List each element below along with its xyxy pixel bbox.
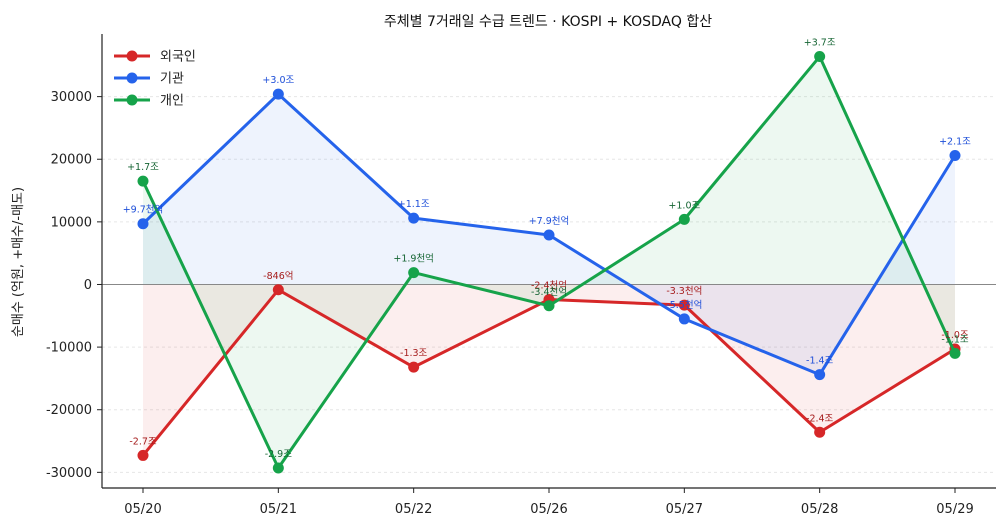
x-tick-label: 05/20	[124, 502, 161, 517]
data-point	[408, 361, 420, 373]
data-label: +9.7천억	[123, 204, 164, 216]
data-point	[137, 218, 149, 230]
x-tick-label: 05/26	[530, 502, 567, 517]
data-label: +2.1조	[939, 136, 971, 147]
data-point	[949, 347, 961, 359]
data-label: +1.1조	[398, 199, 430, 210]
data-label: -2.9조	[265, 449, 293, 460]
data-point	[678, 213, 690, 225]
data-label: -2.4조	[806, 413, 834, 424]
data-label: -5.5천억	[666, 299, 702, 311]
area-layer	[143, 56, 955, 468]
series-area	[143, 56, 955, 468]
x-tick-label: 05/21	[260, 502, 297, 517]
legend-label: 개인	[160, 94, 184, 109]
data-label: -1.4조	[806, 356, 834, 367]
data-point	[678, 299, 690, 311]
data-point	[814, 369, 826, 381]
data-label: -3.4천억	[531, 286, 567, 298]
series-area	[143, 94, 955, 375]
data-point	[272, 284, 284, 296]
data-point	[543, 229, 555, 241]
data-point	[408, 267, 420, 279]
data-point	[137, 175, 149, 187]
y-tick-label: -30000	[46, 466, 92, 481]
data-point	[272, 462, 284, 474]
data-label: -2.4천억	[531, 280, 567, 292]
data-label: -2.7조	[129, 436, 157, 447]
data-label: +7.9천억	[529, 215, 570, 227]
x-tick-label: 05/27	[666, 502, 703, 517]
data-label: -3.3천억	[666, 285, 702, 297]
data-point	[814, 51, 826, 63]
data-point	[137, 449, 149, 461]
data-point	[272, 88, 284, 100]
data-label: -846억	[263, 270, 293, 282]
data-label: +1.9천억	[393, 253, 434, 265]
data-label: -1.0조	[941, 330, 969, 341]
legend-label: 외국인	[160, 50, 196, 65]
legend-swatch-marker	[126, 94, 138, 106]
legend-swatch-marker	[126, 50, 138, 62]
y-tick-label: -10000	[46, 341, 92, 356]
data-label: +1.7조	[127, 162, 159, 173]
data-point	[949, 149, 961, 161]
data-label: -1.1조	[941, 334, 969, 345]
data-point	[678, 313, 690, 325]
x-tick-label: 05/28	[801, 502, 838, 517]
data-label: +1.0조	[668, 200, 700, 211]
axis-layer: -30000 -20000 -10000 0 10000 20000 30000 05/20 0…	[46, 34, 996, 517]
data-label: +3.0조	[262, 75, 294, 86]
y-tick-label: 10000	[51, 215, 92, 230]
y-axis-title: 순매수 (억원, +매수/-매도)	[11, 187, 26, 337]
data-label: -1.3조	[400, 348, 428, 359]
y-tick-label: 30000	[51, 90, 92, 105]
y-tick-label: 20000	[51, 153, 92, 168]
y-tick-label: 0	[84, 278, 92, 293]
x-tick-label: 05/29	[936, 502, 973, 517]
data-label: +3.7조	[804, 38, 836, 49]
line-layer	[137, 51, 961, 474]
chart-title: 주체별 7거래일 수급 트렌드 · KOSPI + KOSDAQ 합산	[384, 14, 712, 30]
legend-swatch-marker	[126, 72, 138, 84]
label-layer: -2.7조 -846억 -1.3조 -2.4천억 -3.3천억 -2.4조 -1.0조 +9.…	[123, 38, 971, 460]
y-tick-label: -20000	[46, 403, 92, 418]
data-point	[408, 212, 420, 224]
data-point	[543, 300, 555, 312]
x-tick-label: 05/22	[395, 502, 432, 517]
data-point	[814, 426, 826, 438]
legend-label: 기관	[160, 72, 184, 87]
